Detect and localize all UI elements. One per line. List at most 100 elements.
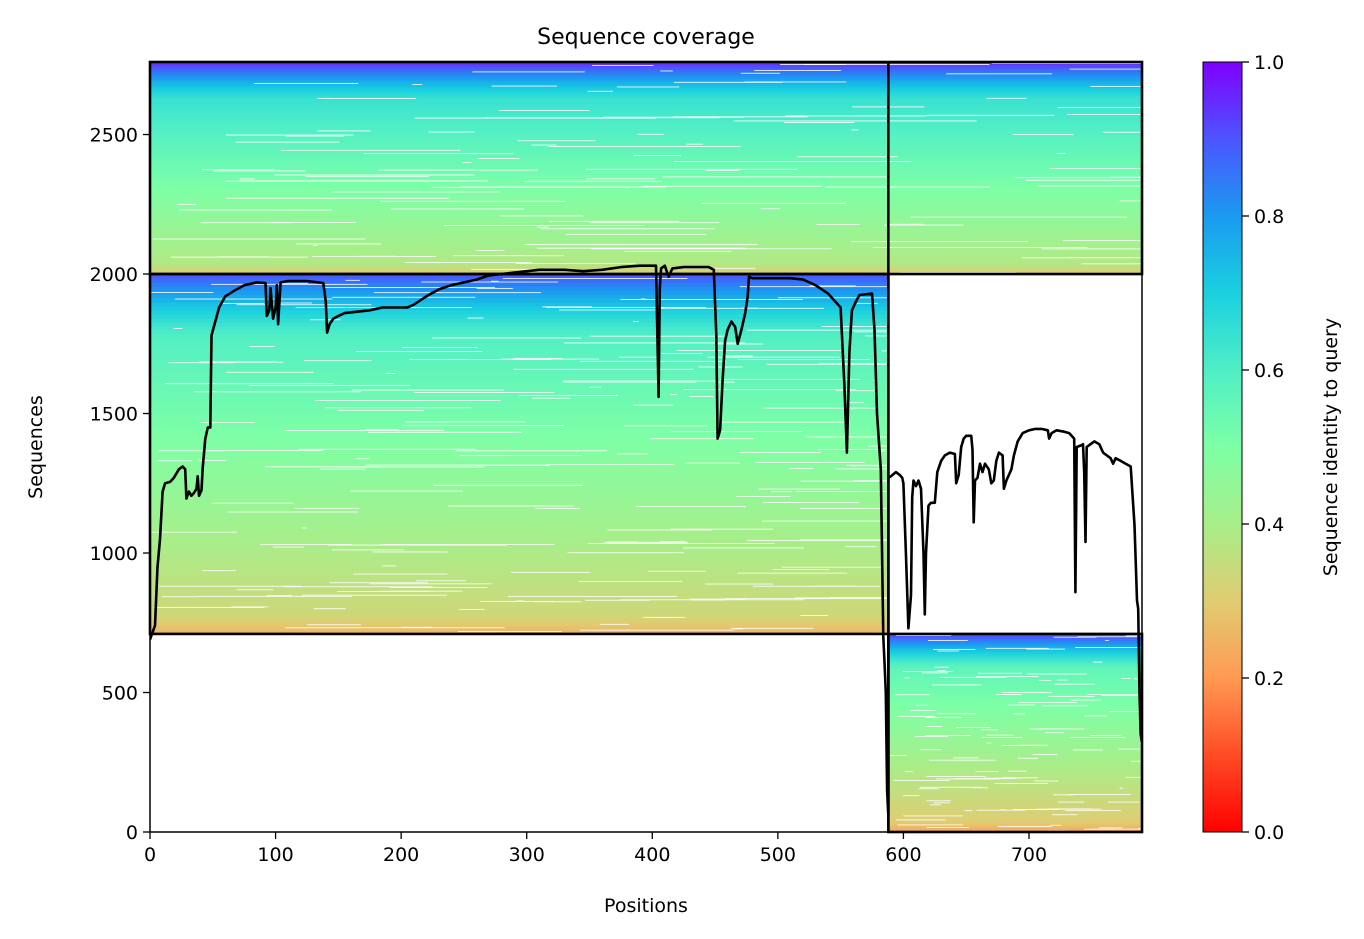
gap-streak [1101, 694, 1142, 696]
heatmap-band [150, 94, 1142, 98]
gap-streak [890, 755, 907, 756]
gap-streak [563, 342, 746, 344]
heatmap-band [150, 497, 889, 503]
heatmap-band [888, 666, 1142, 670]
gap-streak [1026, 648, 1066, 650]
y-tick-label: 2000 [90, 264, 138, 286]
gap-streak [766, 363, 889, 365]
heatmap-band [150, 73, 1142, 77]
gap-streak [304, 360, 372, 362]
gap-streak [955, 727, 991, 728]
gap-streak [879, 450, 887, 452]
gap-streak [485, 117, 720, 119]
heatmap-band [150, 87, 1142, 91]
gap-streak [924, 726, 943, 727]
gap-streak [893, 780, 950, 781]
heatmap-band [888, 827, 1142, 831]
gap-streak [797, 156, 898, 158]
gap-streak [995, 694, 1022, 695]
heatmap-band [150, 533, 889, 539]
heatmap-band [150, 233, 1142, 237]
gap-streak [332, 191, 500, 193]
gap-streak [902, 671, 953, 673]
heatmap-band [150, 259, 1142, 263]
gap-streak [587, 543, 775, 544]
gap-streak [1075, 647, 1141, 648]
gap-streak [153, 607, 265, 608]
heatmap-band [150, 513, 889, 519]
heatmap-band [888, 812, 1142, 815]
gap-streak [1058, 801, 1085, 803]
gap-streak [589, 386, 602, 388]
gap-streak [1032, 754, 1058, 755]
gap-streak [616, 86, 680, 88]
gap-streak [670, 528, 773, 530]
gap-streak [819, 363, 889, 365]
heatmap-band [150, 191, 1142, 195]
gap-streak [220, 361, 284, 363]
heatmap-band [150, 393, 889, 399]
gap-streak [404, 421, 525, 423]
heatmap-band [150, 549, 889, 555]
heatmap-band [888, 675, 1142, 679]
gap-streak [230, 606, 269, 608]
heatmap-band [150, 196, 1142, 200]
heatmap-band [150, 449, 889, 455]
gap-streak [914, 736, 949, 737]
gap-streak [937, 670, 947, 672]
heatmap-band [150, 350, 889, 355]
gap-streak [559, 309, 659, 311]
heatmap-band [150, 142, 1142, 146]
heatmap-band [150, 146, 1142, 150]
gap-streak [682, 267, 756, 269]
heatmap-band [150, 210, 1142, 214]
gap-streak [1118, 748, 1142, 750]
heatmap-band [150, 144, 1142, 148]
x-tick-label: 600 [885, 844, 921, 866]
heatmap-band [150, 441, 889, 447]
gap-streak [1062, 240, 1142, 242]
gap-streak [921, 672, 948, 674]
gap-streak [416, 580, 467, 582]
gap-streak [720, 378, 860, 380]
gap-streak [715, 421, 850, 423]
heatmap-band [150, 97, 1142, 101]
gap-streak [910, 216, 1128, 218]
heatmap-band [888, 814, 1142, 818]
gap-streak [199, 460, 226, 461]
gap-streak [1081, 263, 1142, 265]
heatmap-band [888, 765, 1142, 769]
gap-streak [994, 783, 1018, 785]
gap-streak [981, 729, 999, 731]
gap-streak [932, 684, 982, 686]
gap-streak [835, 468, 889, 470]
gap-streak [259, 544, 352, 545]
heatmap-band [888, 704, 1142, 708]
gap-streak [1015, 177, 1142, 179]
heatmap-band [888, 638, 1142, 642]
y-axis-label: Sequences [25, 395, 47, 499]
gap-streak [986, 734, 1014, 736]
gap-streak [1070, 736, 1125, 738]
gap-streak [789, 468, 813, 470]
gap-streak [301, 594, 448, 596]
gap-streak [1001, 692, 1052, 693]
y-axis-ticks: 0 500 1000 1500 2000 2500 [90, 125, 150, 844]
heatmap-band [150, 318, 889, 323]
heatmap-band [888, 706, 1142, 710]
gap-streak [448, 359, 552, 361]
gap-streak [739, 286, 889, 288]
heatmap-band [150, 151, 1142, 155]
gap-streak [510, 571, 591, 573]
gap-streak [207, 450, 323, 452]
heatmap-band [888, 699, 1142, 703]
heatmap-band [150, 481, 889, 487]
heatmap-band [888, 680, 1142, 683]
gap-streak [443, 225, 644, 226]
heatmap-band [888, 640, 1142, 644]
gap-streak [1029, 728, 1085, 730]
gap-streak [1050, 824, 1062, 826]
gap-streak [563, 381, 697, 383]
heatmap-band [150, 186, 1142, 190]
gap-streak [705, 583, 774, 585]
